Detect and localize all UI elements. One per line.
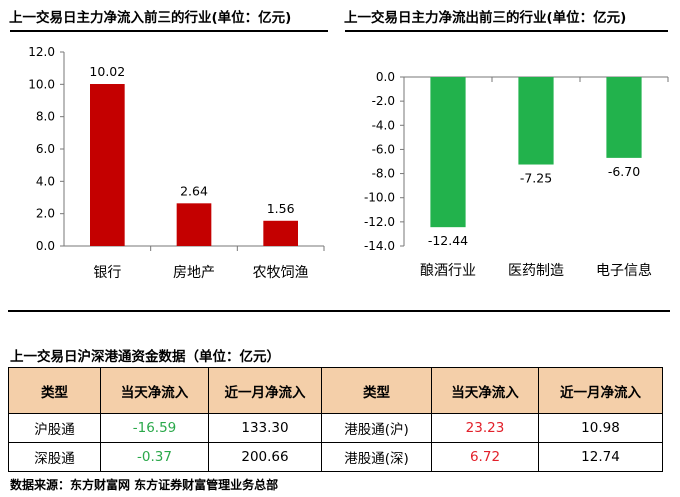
table-row: 深股通 -0.37 200.66 港股通(深) 6.72 12.74 <box>8 442 663 472</box>
bar <box>90 84 125 246</box>
cell-type: 港股通(沪) <box>321 413 432 443</box>
cell-today: 23.23 <box>431 413 539 443</box>
cell-type: 沪股通 <box>8 413 101 443</box>
bar <box>263 220 298 246</box>
header-type-1: 类型 <box>8 367 101 414</box>
bar <box>176 203 212 246</box>
outflow-chart-title: 上一交易日主力净流出前三的行业(单位：亿元) <box>344 10 627 26</box>
cell-type: 港股通(深) <box>321 442 432 472</box>
section-divider <box>8 310 670 312</box>
outflow-chart: 0.0 -2.0 -4.0 -6.0 -8.0 -10.0 -12.0 -14.0 -12.44… <box>364 70 669 279</box>
cell-today: -0.37 <box>100 442 209 472</box>
cell-month: 200.66 <box>208 442 322 472</box>
y-tick-label: 6.0 <box>36 142 55 156</box>
cell-type: 深股通 <box>8 442 101 472</box>
x-tick-label: 医药制造 <box>508 263 564 279</box>
cell-today: -16.59 <box>100 413 209 443</box>
bar <box>606 77 642 158</box>
header-month-2: 近一月净流入 <box>538 367 663 414</box>
data-label: 1.56 <box>267 201 295 216</box>
header-month-1: 近一月净流入 <box>208 367 322 414</box>
bar <box>430 77 466 228</box>
table-row: 沪股通 -16.59 133.30 港股通(沪) 23.23 10.98 <box>8 413 663 443</box>
header-today-1: 当天净流入 <box>100 367 209 414</box>
x-tick-label: 银行 <box>93 265 121 281</box>
x-tick-label: 电子信息 <box>596 262 652 279</box>
data-label: -6.70 <box>608 164 640 179</box>
table-header-row: 类型 当天净流入 近一月净流入 类型 当天净流入 近一月净流入 <box>8 367 663 414</box>
y-tick-label: 2.0 <box>36 207 55 221</box>
y-tick-label: 0.0 <box>36 239 55 253</box>
y-tick-label: -10.0 <box>364 191 395 205</box>
y-tick-label: 0.0 <box>376 70 395 84</box>
y-tick-label: -12.0 <box>364 215 395 229</box>
data-label: 10.02 <box>89 64 125 79</box>
y-tick-label: -8.0 <box>372 167 395 181</box>
inflow-chart: 0.0 2.0 4.0 6.0 8.0 10.0 12.0 10.02 银行 2.64 房地产 1.5… <box>28 45 325 281</box>
y-tick-label: 12.0 <box>28 45 55 59</box>
cell-month: 133.30 <box>208 413 322 443</box>
table-title: 上一交易日沪深港通资金数据（单位：亿元） <box>10 349 280 365</box>
y-tick-label: 10.0 <box>28 77 55 91</box>
x-tick-label: 农牧饲渔 <box>253 265 309 281</box>
data-label: 2.64 <box>180 183 208 198</box>
header-type-2: 类型 <box>321 367 432 414</box>
data-label: -12.44 <box>428 233 468 248</box>
data-source-note: 数据来源：东方财富网 东方证券财富管理业务总部 <box>10 478 279 492</box>
header-today-2: 当天净流入 <box>431 367 539 414</box>
cell-today: 6.72 <box>431 442 539 472</box>
bar <box>518 77 554 165</box>
x-tick-label: 酿酒行业 <box>420 263 476 279</box>
y-tick-label: 8.0 <box>36 110 55 124</box>
outflow-title-rule <box>345 30 668 32</box>
data-label: -7.25 <box>520 171 552 186</box>
y-tick-label: -4.0 <box>372 118 395 132</box>
x-tick-label: 房地产 <box>173 265 215 281</box>
cell-month: 12.74 <box>538 442 663 472</box>
inflow-title-rule <box>10 30 328 32</box>
y-tick-label: -6.0 <box>372 142 395 156</box>
connect-flow-table: 类型 当天净流入 近一月净流入 类型 当天净流入 近一月净流入 沪股通 -16.… <box>8 367 663 472</box>
inflow-chart-title: 上一交易日主力净流入前三的行业(单位：亿元) <box>9 10 292 26</box>
y-tick-label: 4.0 <box>36 174 55 188</box>
cell-month: 10.98 <box>538 413 663 443</box>
y-tick-label: -2.0 <box>372 94 395 108</box>
y-tick-label: -14.0 <box>364 239 395 253</box>
